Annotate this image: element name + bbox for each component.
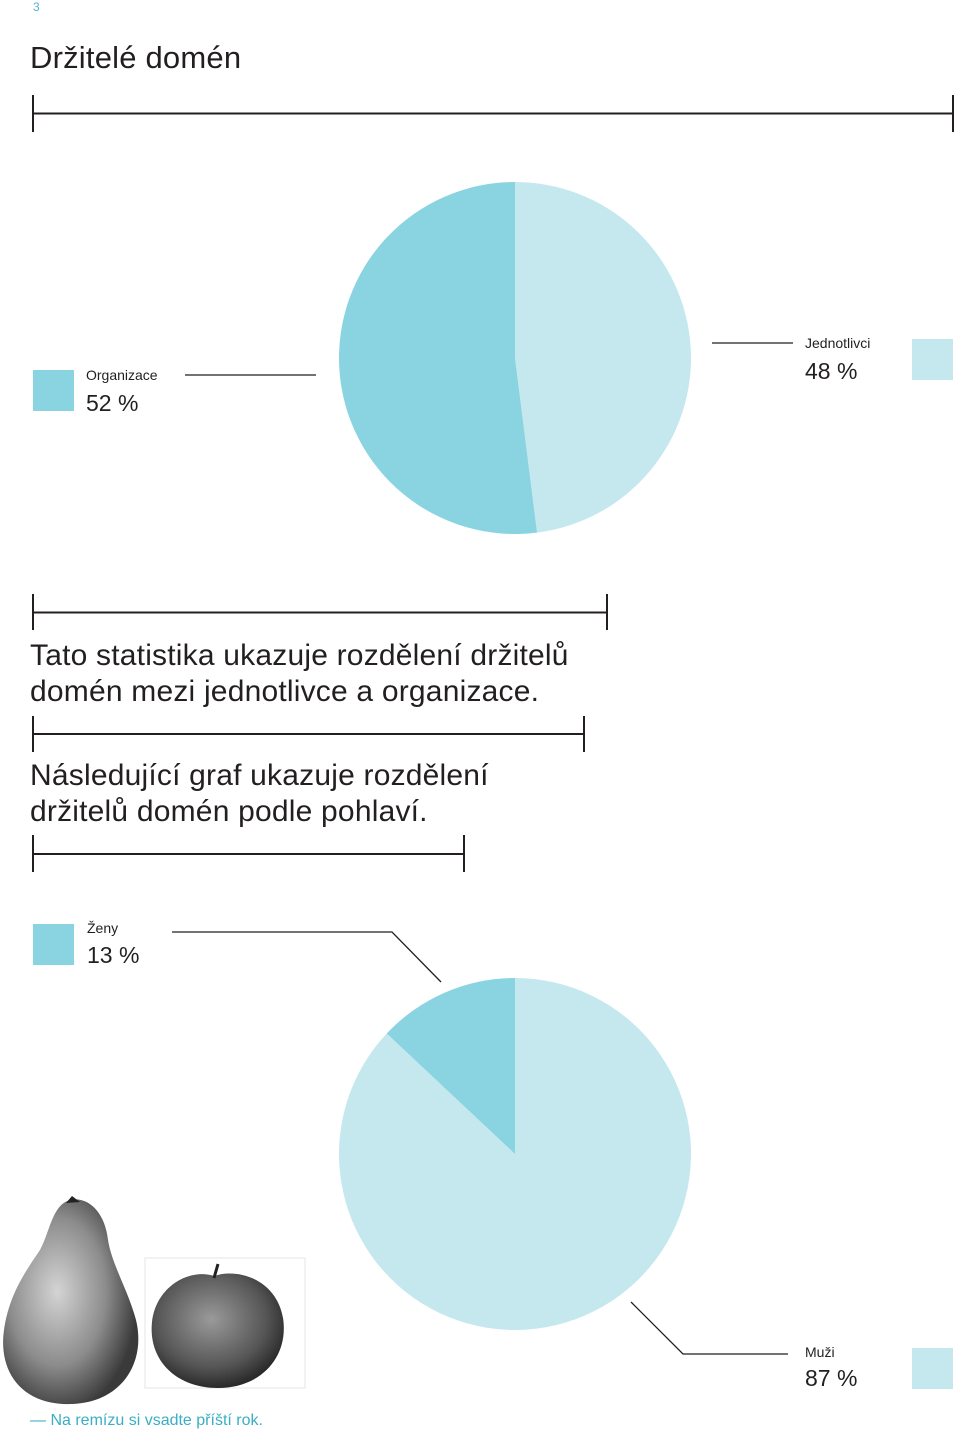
pear-illustration: [3, 1196, 139, 1405]
paragraph3-bracket-rule: [32, 835, 465, 872]
paragraph-line: domén mezi jednotlivce a organizace.: [30, 675, 540, 708]
pie-chart-holders: [339, 182, 692, 534]
paragraph-line: Následující graf ukazuje rozdělení: [30, 759, 489, 792]
legend-swatch-organizace: [33, 370, 74, 411]
paragraph-line: držitelů domén podle pohlaví.: [30, 795, 428, 828]
legend-label-zeny: Ženy: [87, 920, 119, 936]
legend-label-organizace: Organizace: [86, 367, 158, 383]
pie-chart-gender: [338, 978, 691, 1330]
pie-slice-muži: [338, 978, 691, 1330]
legend-value-muzi: 87 %: [805, 1365, 858, 1391]
page-number: 3: [33, 0, 40, 14]
legend-swatch-jednotlivci: [912, 339, 953, 380]
apple-illustration: [144, 1257, 306, 1389]
page-title: Držitelé domén: [30, 40, 242, 75]
legend-value-jednotlivci: 48 %: [805, 358, 858, 384]
pie-slice-ženy: [386, 978, 515, 1154]
paragraph-gender: Následující graf ukazuje rozdělení držit…: [30, 758, 489, 830]
legend-label-muzi: Muži: [805, 1344, 835, 1360]
paragraph-holders: Tato statistika ukazuje rozdělení držite…: [30, 638, 569, 710]
footer-note: — Na remízu si vsadte příští rok.: [30, 1412, 263, 1429]
legend-swatch-zeny: [33, 924, 74, 965]
leader-line-muzi: [630, 1301, 788, 1355]
paragraph2-bracket-rule: [32, 716, 585, 752]
pie-slice-organizace: [339, 182, 538, 534]
legend-value-organizace: 52 %: [86, 390, 139, 416]
pie-slice-jednotlivci: [515, 182, 692, 533]
legend-value-zeny: 13 %: [87, 942, 140, 968]
leader-line-zeny: [172, 931, 442, 983]
paragraph1-bracket-rule: [32, 594, 608, 630]
title-bracket-rule: [32, 95, 954, 132]
paragraph-line: Tato statistika ukazuje rozdělení držite…: [30, 639, 569, 672]
legend-label-jednotlivci: Jednotlivci: [805, 335, 871, 351]
legend-swatch-muzi: [912, 1348, 953, 1389]
